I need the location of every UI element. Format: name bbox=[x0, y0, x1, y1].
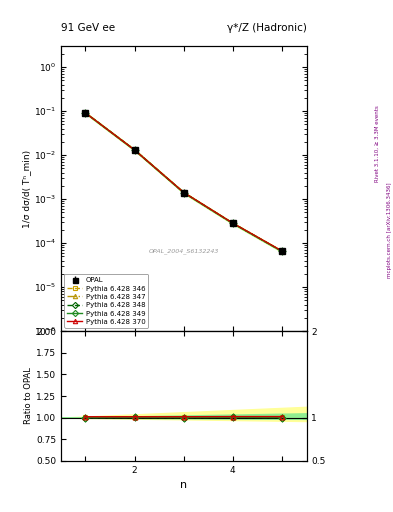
Pythia 6.428 348 bbox=[231, 220, 235, 226]
Pythia 6.428 346 bbox=[231, 220, 235, 226]
Text: OPAL_2004_S6132243: OPAL_2004_S6132243 bbox=[149, 248, 219, 254]
Pythia 6.428 347 bbox=[280, 248, 285, 254]
Line: Pythia 6.428 347: Pythia 6.428 347 bbox=[83, 111, 285, 253]
Pythia 6.428 347 bbox=[231, 220, 235, 226]
Legend: OPAL, Pythia 6.428 346, Pythia 6.428 347, Pythia 6.428 348, Pythia 6.428 349, Py: OPAL, Pythia 6.428 346, Pythia 6.428 347… bbox=[64, 274, 149, 328]
Pythia 6.428 348 bbox=[182, 189, 186, 196]
Text: 91 GeV ee: 91 GeV ee bbox=[61, 23, 115, 33]
Pythia 6.428 370 bbox=[132, 147, 137, 153]
Pythia 6.428 346 bbox=[280, 248, 285, 254]
Pythia 6.428 346 bbox=[83, 110, 88, 116]
Line: Pythia 6.428 349: Pythia 6.428 349 bbox=[83, 111, 285, 254]
Pythia 6.428 346 bbox=[132, 147, 137, 153]
Pythia 6.428 370 bbox=[83, 110, 88, 116]
X-axis label: n: n bbox=[180, 480, 187, 490]
Pythia 6.428 349 bbox=[231, 220, 235, 226]
Pythia 6.428 348 bbox=[280, 248, 285, 254]
Pythia 6.428 349 bbox=[280, 248, 285, 254]
Pythia 6.428 370 bbox=[280, 248, 285, 254]
Pythia 6.428 349 bbox=[83, 110, 88, 116]
Pythia 6.428 370 bbox=[231, 220, 235, 226]
Line: Pythia 6.428 370: Pythia 6.428 370 bbox=[83, 111, 285, 253]
Pythia 6.428 370 bbox=[182, 189, 186, 196]
Line: Pythia 6.428 346: Pythia 6.428 346 bbox=[83, 111, 285, 253]
Y-axis label: 1/σ dσ/d( Tⁿ_min): 1/σ dσ/d( Tⁿ_min) bbox=[22, 150, 31, 228]
Pythia 6.428 349 bbox=[132, 147, 137, 153]
Text: mcplots.cern.ch [arXiv:1306.3436]: mcplots.cern.ch [arXiv:1306.3436] bbox=[387, 183, 391, 278]
Pythia 6.428 346 bbox=[182, 189, 186, 196]
Pythia 6.428 347 bbox=[132, 147, 137, 153]
Pythia 6.428 348 bbox=[132, 147, 137, 153]
Text: γ*/Z (Hadronic): γ*/Z (Hadronic) bbox=[227, 23, 307, 33]
Y-axis label: Ratio to OPAL: Ratio to OPAL bbox=[24, 368, 33, 424]
Text: Rivet 3.1.10, ≥ 3.3M events: Rivet 3.1.10, ≥ 3.3M events bbox=[375, 105, 380, 182]
Pythia 6.428 347 bbox=[182, 189, 186, 196]
Pythia 6.428 349 bbox=[182, 189, 186, 196]
Line: Pythia 6.428 348: Pythia 6.428 348 bbox=[83, 111, 285, 253]
Pythia 6.428 347 bbox=[83, 110, 88, 116]
Pythia 6.428 348 bbox=[83, 110, 88, 116]
